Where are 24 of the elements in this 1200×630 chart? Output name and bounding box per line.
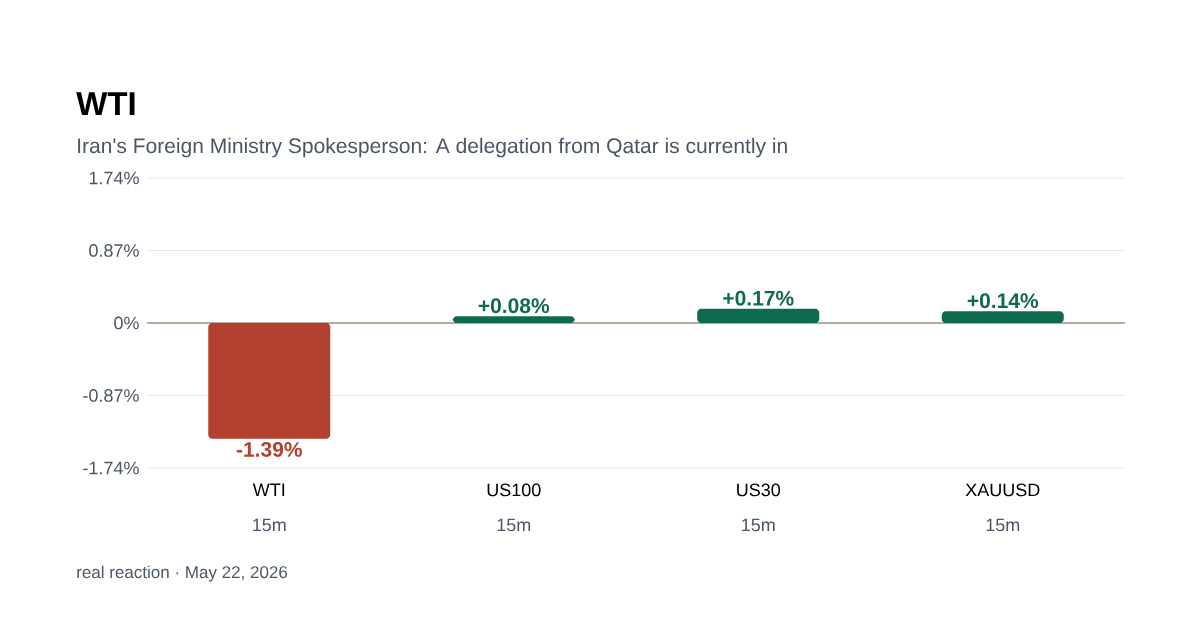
text: 15m <box>253 518 286 532</box>
bar <box>208 323 331 439</box>
y-tick-label: 0% <box>114 316 139 330</box>
chart-subtitle: Iran's Foreign Ministry Spokesperson: A delegation from Qatar is currently in <box>78 137 787 158</box>
text: 15m <box>986 518 1020 532</box>
y-tick-label: 1.74% <box>89 171 139 185</box>
bar <box>941 311 1064 323</box>
chart-title: WTI <box>76 92 135 115</box>
x-tick-label: WTI <box>252 483 285 496</box>
y-tick-label: -0.87% <box>83 389 139 402</box>
text: real reaction · May 22, 2026 <box>77 565 288 582</box>
x-tick-label: US100 <box>487 483 541 497</box>
data-label: +0.08% <box>478 298 550 314</box>
y-tick-label: -1.74% <box>83 461 139 475</box>
text: 15m <box>497 518 531 532</box>
bar <box>697 308 820 323</box>
bar <box>452 316 575 323</box>
x-tick-label: US30 <box>737 483 781 497</box>
data-label: -1.39% <box>236 442 302 457</box>
text: 15m <box>742 518 775 532</box>
y-tick-label: 0.87% <box>89 244 139 257</box>
data-label: +0.17% <box>723 290 794 306</box>
data-label: +0.14% <box>967 293 1039 309</box>
x-tick-label: XAUUSD <box>965 483 1040 497</box>
